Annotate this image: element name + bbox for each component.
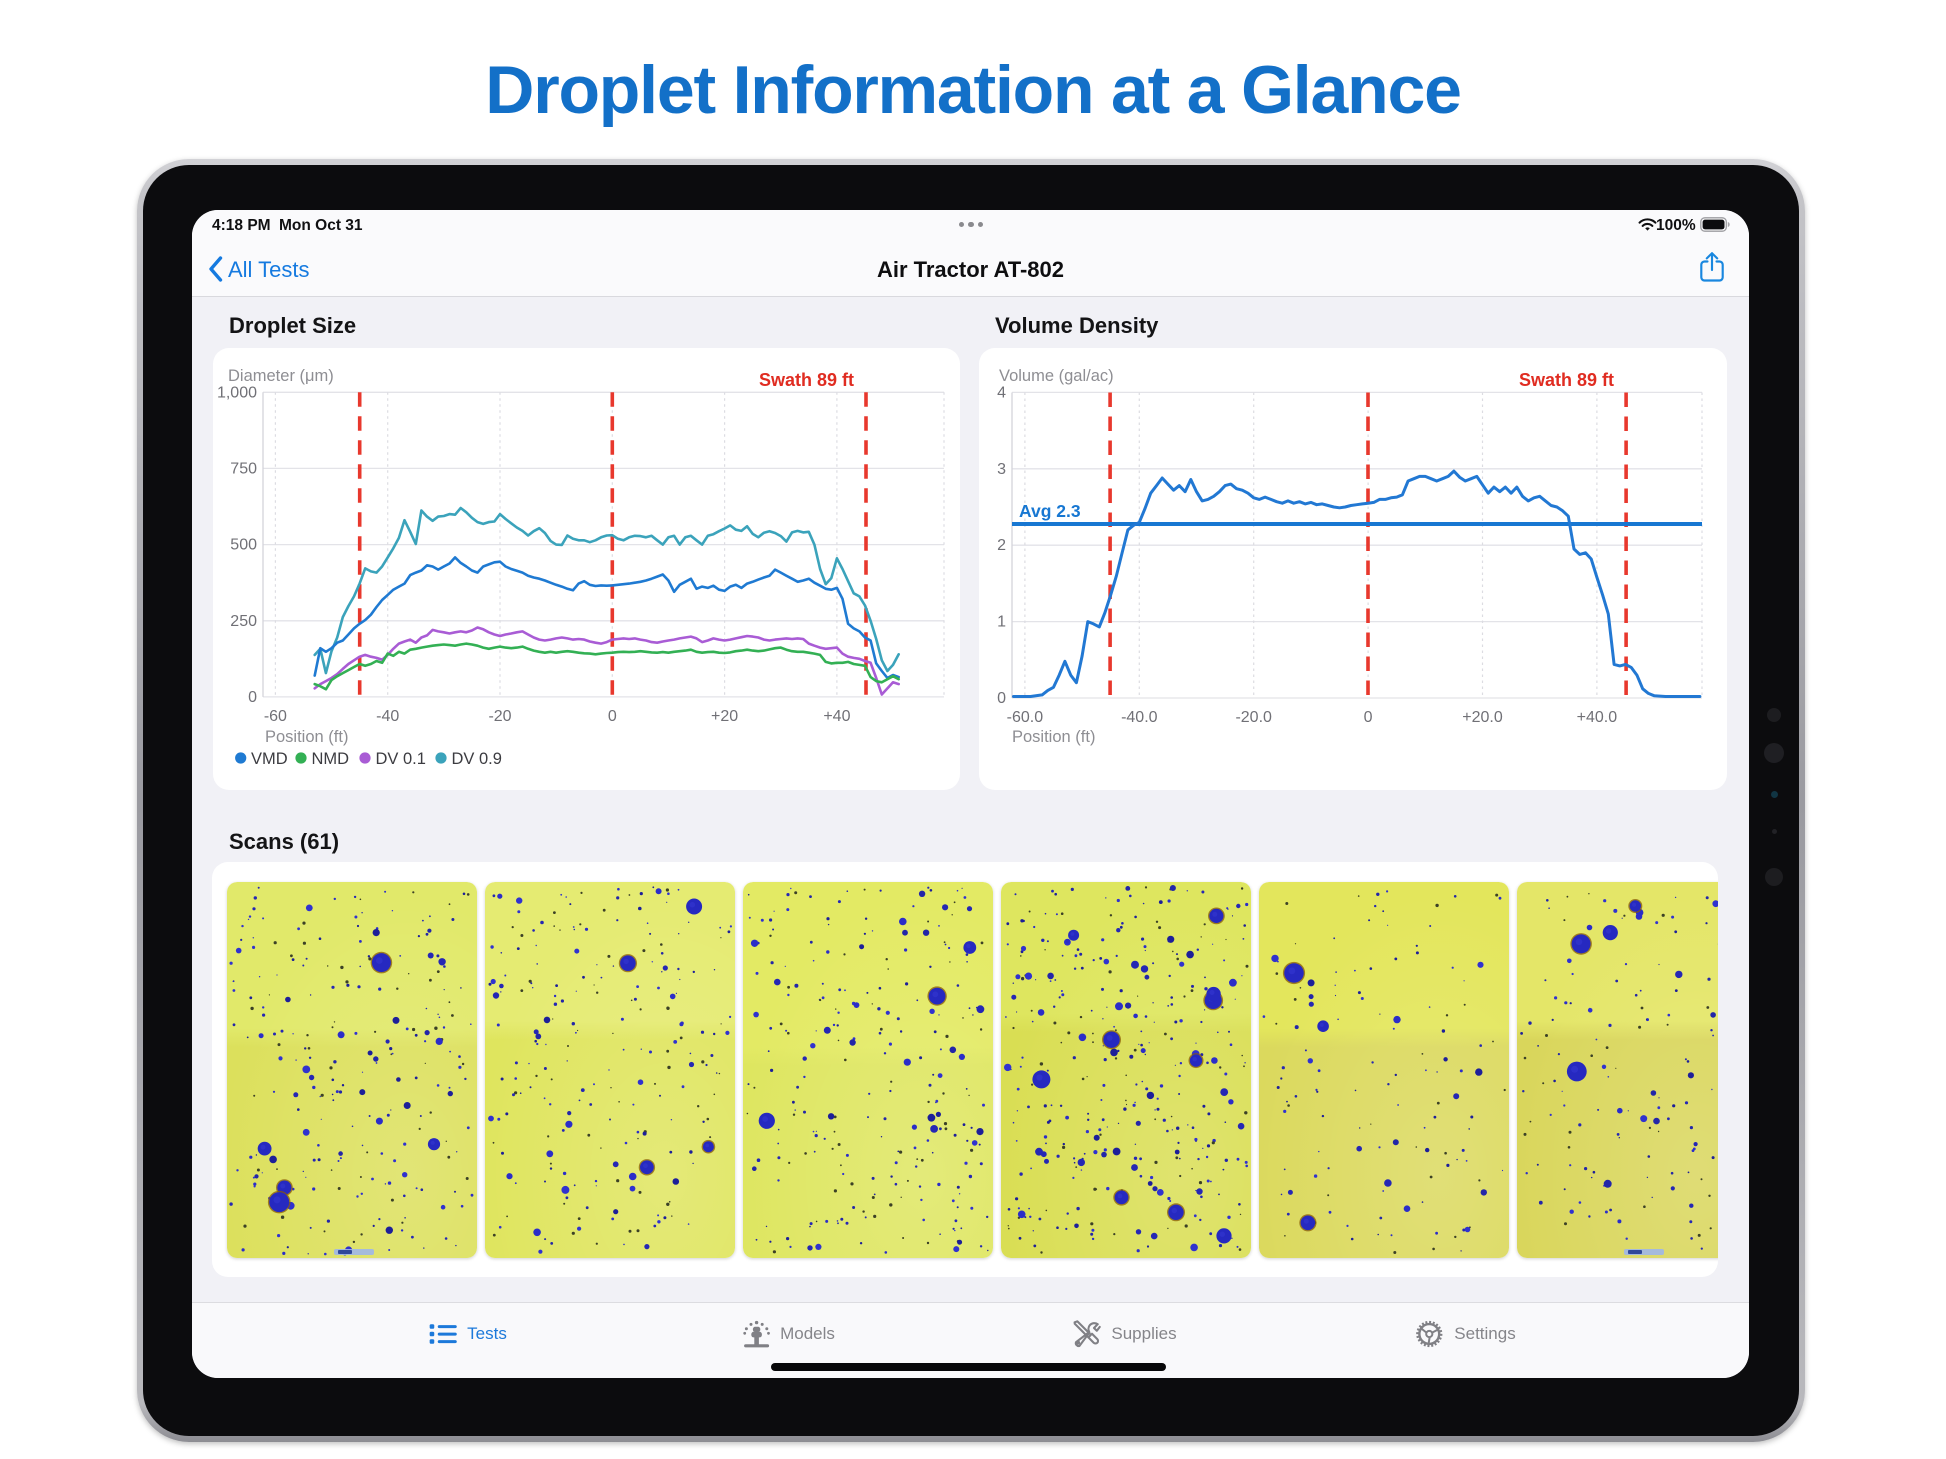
svg-text:+20: +20 — [711, 708, 738, 725]
svg-text:Position (ft): Position (ft) — [1012, 728, 1095, 746]
svg-text:Avg 2.3: Avg 2.3 — [1019, 501, 1081, 521]
svg-text:0: 0 — [608, 708, 617, 725]
svg-text:1: 1 — [997, 614, 1006, 631]
svg-text:0: 0 — [997, 690, 1006, 707]
svg-text:750: 750 — [230, 460, 257, 477]
svg-text:-60: -60 — [264, 708, 287, 725]
svg-text:0: 0 — [1364, 709, 1373, 726]
svg-text:+40.0: +40.0 — [1577, 709, 1618, 726]
svg-text:-40.0: -40.0 — [1121, 709, 1158, 726]
svg-text:VMD: VMD — [251, 750, 288, 768]
svg-text:-20.0: -20.0 — [1235, 709, 1272, 726]
svg-text:3: 3 — [997, 461, 1006, 478]
svg-text:2: 2 — [997, 537, 1006, 554]
svg-text:Swath 89 ft: Swath 89 ft — [1519, 370, 1614, 390]
svg-text:250: 250 — [230, 613, 257, 630]
svg-text:0: 0 — [248, 689, 257, 706]
svg-text:+20.0: +20.0 — [1462, 709, 1503, 726]
svg-text:500: 500 — [230, 537, 257, 554]
svg-text:DV 0.9: DV 0.9 — [452, 750, 502, 768]
svg-text:4: 4 — [997, 384, 1006, 401]
svg-text:Swath 89 ft: Swath 89 ft — [759, 370, 854, 390]
svg-text:-60.0: -60.0 — [1007, 709, 1044, 726]
svg-text:DV 0.1: DV 0.1 — [376, 750, 426, 768]
svg-text:Diameter (μm): Diameter (μm) — [228, 367, 334, 385]
svg-text:NMD: NMD — [312, 750, 350, 768]
svg-text:Volume (gal/ac): Volume (gal/ac) — [999, 367, 1114, 385]
svg-text:1,000: 1,000 — [217, 384, 257, 401]
svg-text:+40: +40 — [823, 708, 850, 725]
svg-text:-20: -20 — [488, 708, 511, 725]
svg-text:-40: -40 — [376, 708, 399, 725]
svg-text:Position (ft): Position (ft) — [265, 728, 348, 746]
